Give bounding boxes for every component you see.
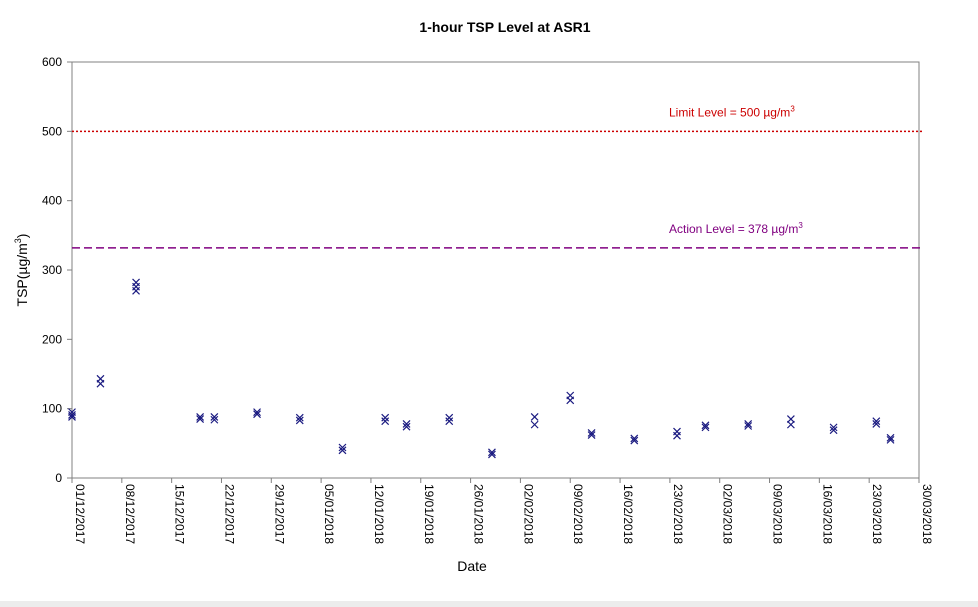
x-tick-label: 09/03/2018 — [771, 484, 785, 544]
data-point — [587, 431, 596, 439]
x-axis: 01/12/2017 08/12/2017 15/12/2017 22/12/2017… — [71, 478, 934, 544]
y-tick-label: 100 — [42, 402, 62, 416]
data-point — [786, 420, 795, 429]
x-tick-label: 09/02/2018 — [571, 484, 585, 544]
x-tick-label: 22/12/2017 — [222, 484, 236, 544]
x-tick-label: 16/02/2018 — [621, 484, 635, 544]
data-points — [68, 278, 895, 459]
data-point — [445, 417, 454, 426]
data-point — [132, 286, 140, 295]
x-tick-label: 01/12/2017 — [73, 484, 87, 544]
x-tick-label: 19/01/2018 — [422, 484, 436, 544]
y-axis-label-close: ) — [14, 234, 30, 239]
data-point — [701, 423, 710, 432]
y-axis-label-superscript: 3 — [13, 238, 23, 243]
data-point — [488, 448, 496, 457]
data-point — [210, 415, 219, 424]
data-point — [786, 415, 795, 423]
data-point — [338, 443, 347, 452]
x-tick-label: 08/12/2017 — [123, 484, 137, 544]
data-point — [829, 423, 838, 432]
x-tick-label: 23/02/2018 — [671, 484, 685, 544]
x-tick-label: 15/12/2017 — [173, 484, 187, 544]
chart-title: 1-hour TSP Level at ASR1 — [419, 19, 590, 35]
data-point — [488, 450, 496, 459]
x-tick-label: 29/12/2017 — [272, 484, 286, 544]
y-axis: 0 100 200 300 400 500 600 — [42, 55, 72, 485]
data-point — [744, 419, 753, 428]
y-tick-label: 400 — [42, 194, 62, 208]
data-point — [295, 416, 304, 425]
x-tick-label: 16/03/2018 — [820, 484, 834, 544]
x-axis-label: Date — [457, 558, 487, 574]
data-point — [566, 396, 575, 405]
x-tick-label: 23/03/2018 — [870, 484, 884, 544]
svg-text:TSP(µg/m3): TSP(µg/m3) — [13, 234, 30, 307]
x-tick-label: 05/01/2018 — [322, 484, 336, 544]
data-point — [402, 422, 411, 431]
data-point — [196, 413, 205, 421]
data-point — [68, 413, 76, 421]
y-axis-label-text: TSP(µg/m — [14, 243, 30, 306]
y-tick-label: 0 — [55, 471, 62, 485]
reference-line-label: Limit Level = 500 µg/m3 — [669, 104, 795, 119]
reference-line-label: Action Level = 378 µg/m3 — [669, 221, 803, 236]
data-point — [744, 422, 753, 430]
y-axis-label: TSP(µg/m3) — [13, 234, 30, 307]
x-tick-label: 30/03/2018 — [920, 484, 934, 544]
data-point — [630, 434, 639, 443]
data-point — [253, 410, 261, 419]
data-point — [381, 413, 390, 422]
y-tick-label: 500 — [42, 124, 62, 138]
data-point — [630, 436, 639, 445]
data-point — [886, 433, 895, 442]
data-point — [402, 419, 411, 428]
data-point — [196, 415, 205, 423]
x-tick-label: 26/01/2018 — [472, 484, 486, 544]
x-tick-label: 02/03/2018 — [721, 484, 735, 544]
data-point — [295, 413, 304, 422]
reference-lines: Limit Level = 500 µg/m3 Action Level = 37… — [72, 104, 923, 249]
data-point — [886, 435, 895, 444]
data-point — [381, 417, 390, 426]
data-point — [872, 417, 881, 426]
y-tick-label: 300 — [42, 263, 62, 277]
data-point — [530, 420, 539, 429]
x-tick-label: 02/02/2018 — [521, 484, 535, 544]
data-point — [68, 410, 76, 419]
data-point — [338, 446, 347, 455]
data-point — [673, 431, 681, 440]
x-tick-label: 12/01/2018 — [372, 484, 386, 544]
data-point — [701, 421, 710, 430]
y-tick-label: 600 — [42, 55, 62, 69]
data-point — [872, 419, 881, 428]
window-bottom-edge — [0, 601, 978, 607]
data-point — [210, 413, 219, 421]
data-point — [445, 413, 454, 422]
y-tick-label: 200 — [42, 332, 62, 346]
data-point — [829, 426, 838, 435]
data-point — [253, 408, 261, 417]
data-point — [530, 413, 539, 421]
data-point — [587, 429, 596, 437]
data-point — [96, 379, 105, 388]
